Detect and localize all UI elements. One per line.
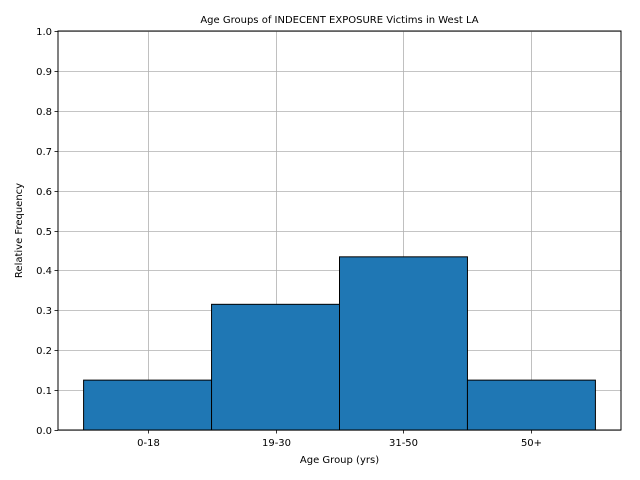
y-tick-label: 0.5 — [36, 227, 52, 238]
y-tick-label: 0.4 — [36, 266, 52, 277]
x-axis-label: Age Group (yrs) — [300, 455, 379, 466]
y-tick-label: 0.9 — [36, 67, 52, 78]
y-tick-label: 0.3 — [36, 306, 52, 317]
y-axis-label: Relative Frequency — [14, 183, 25, 278]
y-tick-label: 0.0 — [36, 426, 52, 437]
y-tick-label: 0.8 — [36, 107, 52, 118]
y-tick-label: 1.0 — [36, 27, 52, 38]
bars — [83, 256, 596, 431]
y-tick-label: 0.7 — [36, 147, 52, 158]
bar-19-30 — [211, 303, 340, 431]
y-axis-ticks: 0.0 0.1 0.2 0.3 0.4 0.5 0.6 0.7 0.8 0.9 1.0 — [36, 27, 58, 437]
x-tick-label: 50+ — [521, 438, 542, 449]
bar-31-50 — [339, 256, 468, 431]
x-tick-label: 0-18 — [137, 438, 160, 449]
bar-50+ — [466, 379, 596, 431]
x-tick-label: 31-50 — [389, 438, 418, 449]
y-tick-label: 0.6 — [36, 187, 52, 198]
bar-0-18 — [83, 379, 213, 431]
x-axis-ticks: 0-18 19-30 31-50 50+ — [137, 430, 542, 449]
x-tick-label: 19-30 — [262, 438, 291, 449]
plot-frame — [57, 30, 622, 431]
y-tick-label: 0.1 — [36, 386, 52, 397]
chart-title: Age Groups of INDECENT EXPOSURE Victims … — [200, 15, 478, 26]
y-tick-label: 0.2 — [36, 346, 52, 357]
